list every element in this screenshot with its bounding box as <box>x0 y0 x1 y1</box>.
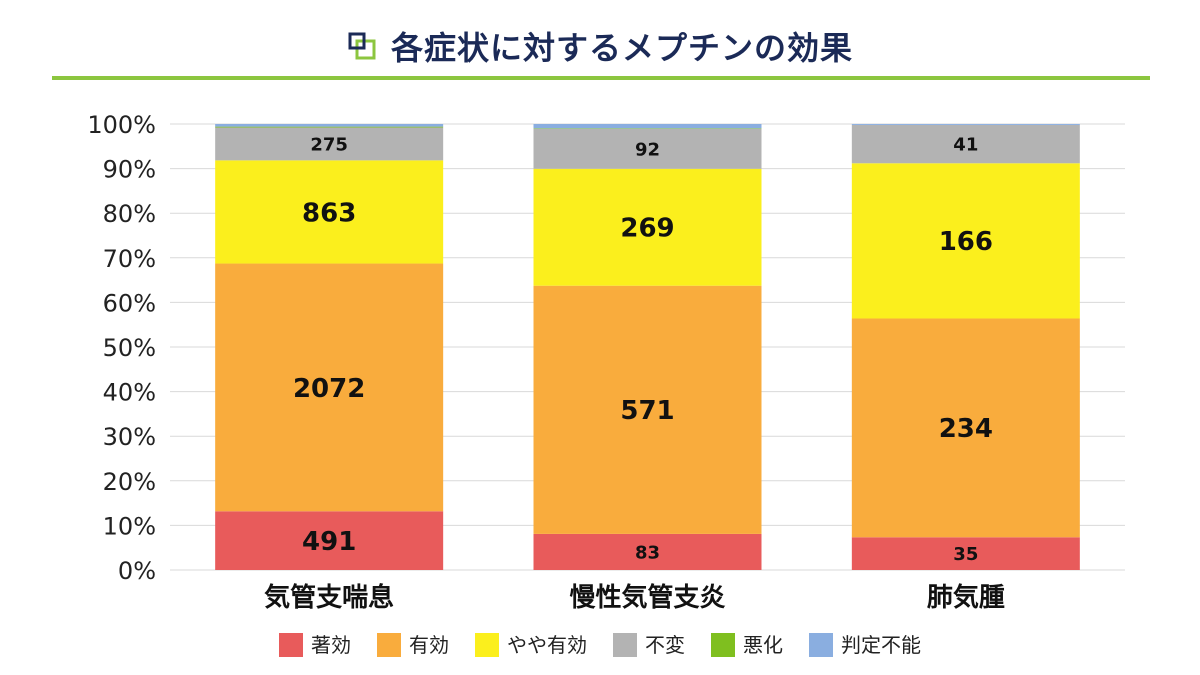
y-tick-label: 90% <box>103 156 156 184</box>
data-label: 269 <box>620 214 674 244</box>
data-label: 166 <box>939 227 993 257</box>
category-label: 肺気腫 <box>927 582 1005 613</box>
bar-segment <box>215 160 444 264</box>
legend-item: やや有効 <box>475 633 587 657</box>
x-axis: 気管支喘息 慢性気管支炎 肺気腫 <box>264 582 1005 613</box>
title-underline <box>52 76 1150 80</box>
legend-item: 有効 <box>377 633 449 657</box>
legend-swatch <box>613 633 637 657</box>
data-label: 35 <box>953 544 978 565</box>
y-tick-label: 100% <box>87 111 156 139</box>
legend-label: やや有効 <box>507 633 587 657</box>
legend-item: 判定不能 <box>809 633 921 657</box>
category-label: 慢性気管支炎 <box>569 582 725 613</box>
bar-segment <box>851 163 1080 319</box>
data-label: 234 <box>939 414 993 444</box>
data-label: 275 <box>310 134 348 155</box>
legend-label: 不変 <box>645 633 685 657</box>
bar-segment <box>533 128 762 129</box>
bar-segment <box>851 537 1080 570</box>
chart-title: 各症状に対するメプチンの効果 <box>390 29 853 67</box>
legend-swatch <box>711 633 735 657</box>
bar-segment <box>533 285 762 534</box>
y-tick-label: 0% <box>118 557 156 585</box>
legend-label: 悪化 <box>743 633 783 657</box>
legend-swatch <box>475 633 499 657</box>
bar-segment <box>215 511 444 570</box>
bar-segment <box>851 124 1080 164</box>
legend-swatch <box>279 633 303 657</box>
squares-icon <box>348 32 376 60</box>
legend-label: 著効 <box>311 633 351 657</box>
legend: 著効 有効 やや有効 不変 悪化 判定不能 <box>279 633 921 657</box>
bar-segment <box>215 126 444 128</box>
legend-swatch <box>377 633 401 657</box>
bar-segment <box>533 168 762 286</box>
data-label: 83 <box>635 542 660 563</box>
bars <box>215 124 1080 570</box>
data-labels: 491 2072 863 275 83 571 269 92 35 234 166 41 <box>293 134 993 565</box>
y-tick-label: 60% <box>103 289 156 317</box>
legend-item: 著効 <box>279 633 351 657</box>
legend-item: 不変 <box>613 633 685 657</box>
data-label: 491 <box>302 527 356 557</box>
legend-swatch <box>809 633 833 657</box>
bar-segment <box>215 263 444 512</box>
data-label: 2072 <box>293 374 365 404</box>
legend-item: 悪化 <box>711 633 783 657</box>
data-label: 41 <box>953 135 978 156</box>
bar-segment <box>533 128 762 169</box>
bar-segment <box>851 318 1080 538</box>
bar-segment <box>533 124 762 129</box>
y-tick-label: 80% <box>103 200 156 228</box>
data-label: 92 <box>635 139 660 160</box>
y-tick-label: 40% <box>103 379 156 407</box>
bar-segment <box>851 124 1080 125</box>
legend-label: 判定不能 <box>841 633 921 657</box>
category-label: 気管支喘息 <box>264 582 394 613</box>
legend-label: 有効 <box>409 633 449 657</box>
y-tick-label: 70% <box>103 245 156 273</box>
data-label: 571 <box>620 396 674 426</box>
y-tick-label: 10% <box>103 512 156 540</box>
y-axis: 0% 10% 20% 30% 40% 50% 60% 70% 80% 90% 100% <box>87 111 156 585</box>
y-tick-label: 20% <box>103 468 156 496</box>
y-tick-label: 50% <box>103 334 156 362</box>
y-tick-label: 30% <box>103 423 156 451</box>
bar-segment <box>533 533 762 570</box>
data-label: 863 <box>302 198 356 228</box>
bar-segment <box>215 127 444 161</box>
title-row: 各症状に対するメプチンの効果 <box>0 22 1200 70</box>
bar-segment <box>215 124 444 127</box>
